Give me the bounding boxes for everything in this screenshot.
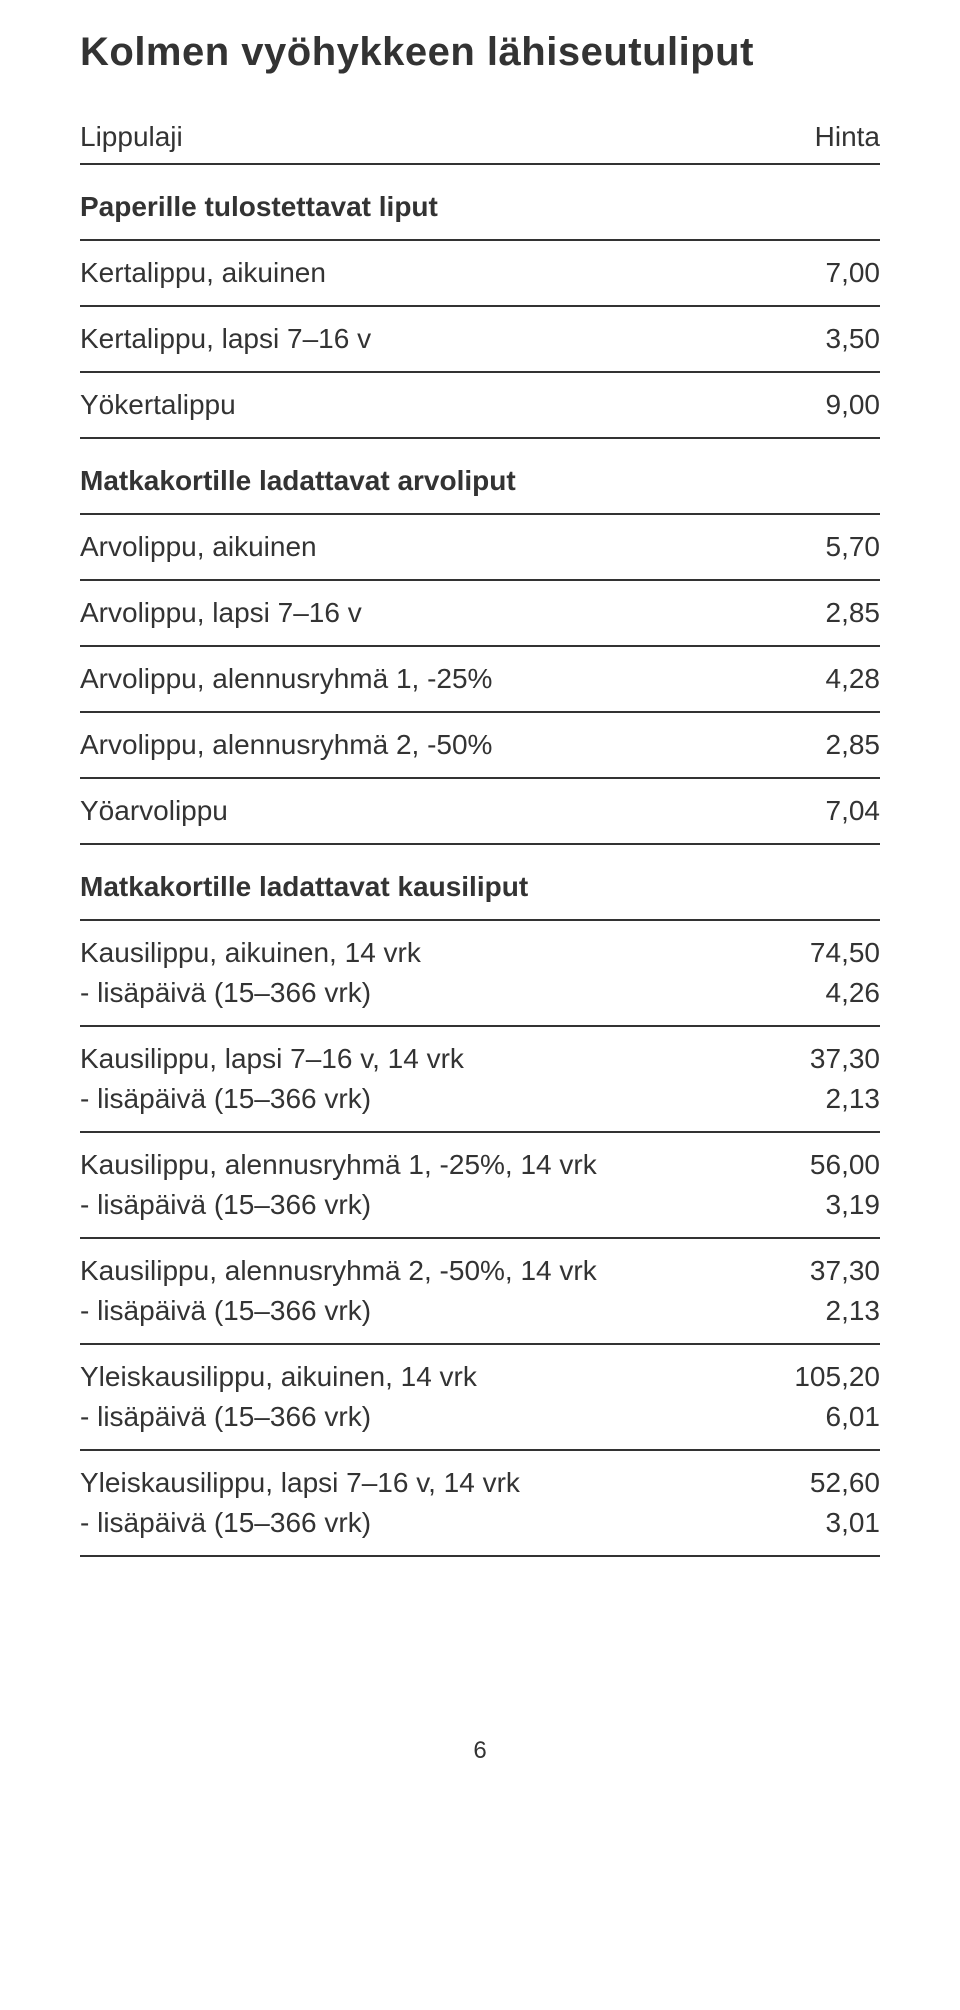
row-label: Yökertalippu xyxy=(80,389,826,421)
row-label: Kausilippu, aikuinen, 14 vrk xyxy=(80,937,810,969)
table-row: Yökertalippu 9,00 xyxy=(80,373,880,439)
subrow-value: 3,01 xyxy=(826,1507,881,1539)
row-value: 37,30 xyxy=(810,1043,880,1075)
table-subrow: - lisäpäivä (15–366 vrk) 2,13 xyxy=(80,1291,880,1345)
row-value: 52,60 xyxy=(810,1467,880,1499)
table-row: Kausilippu, alennusryhmä 2, -50%, 14 vrk… xyxy=(80,1239,880,1291)
column-header-right: Hinta xyxy=(815,121,880,153)
table-row: Kausilippu, alennusryhmä 1, -25%, 14 vrk… xyxy=(80,1133,880,1185)
row-value: 7,00 xyxy=(826,257,881,289)
row-label: Arvolippu, aikuinen xyxy=(80,531,826,563)
row-value: 37,30 xyxy=(810,1255,880,1287)
row-label: Yöarvolippu xyxy=(80,795,826,827)
row-label: Kausilippu, lapsi 7–16 v, 14 vrk xyxy=(80,1043,810,1075)
table-row: Kertalippu, lapsi 7–16 v 3,50 xyxy=(80,307,880,373)
row-value: 4,28 xyxy=(826,663,881,695)
page-number: 6 xyxy=(80,1737,880,1765)
row-label: Arvolippu, alennusryhmä 2, -50% xyxy=(80,729,826,761)
table-subrow: - lisäpäivä (15–366 vrk) 6,01 xyxy=(80,1397,880,1451)
table-row: Kertalippu, aikuinen 7,00 xyxy=(80,241,880,307)
subrow-value: 4,26 xyxy=(826,977,881,1009)
row-value: 3,50 xyxy=(826,323,881,355)
row-label: Arvolippu, alennusryhmä 1, -25% xyxy=(80,663,826,695)
row-label: Kausilippu, alennusryhmä 1, -25%, 14 vrk xyxy=(80,1149,810,1181)
row-value: 56,00 xyxy=(810,1149,880,1181)
table-row: Yleiskausilippu, lapsi 7–16 v, 14 vrk 52… xyxy=(80,1451,880,1503)
row-value: 7,04 xyxy=(826,795,881,827)
table-subrow: - lisäpäivä (15–366 vrk) 4,26 xyxy=(80,973,880,1027)
column-header-left: Lippulaji xyxy=(80,121,815,153)
row-value: 9,00 xyxy=(826,389,881,421)
row-label: Kertalippu, aikuinen xyxy=(80,257,826,289)
table-subrow: - lisäpäivä (15–366 vrk) 3,19 xyxy=(80,1185,880,1239)
row-value: 105,20 xyxy=(794,1361,880,1393)
row-label: Yleiskausilippu, aikuinen, 14 vrk xyxy=(80,1361,794,1393)
page-title: Kolmen vyöhykkeen lähiseutuliput xyxy=(80,30,880,75)
row-label: Arvolippu, lapsi 7–16 v xyxy=(80,597,826,629)
subrow-label: - lisäpäivä (15–366 vrk) xyxy=(80,1083,826,1115)
row-label: Yleiskausilippu, lapsi 7–16 v, 14 vrk xyxy=(80,1467,810,1499)
subrow-value: 6,01 xyxy=(826,1401,881,1433)
table-subrow: - lisäpäivä (15–366 vrk) 2,13 xyxy=(80,1079,880,1133)
table-row: Arvolippu, alennusryhmä 1, -25% 4,28 xyxy=(80,647,880,713)
table-subrow: - lisäpäivä (15–366 vrk) 3,01 xyxy=(80,1503,880,1557)
row-value: 2,85 xyxy=(826,729,881,761)
section-heading: Matkakortille ladattavat arvoliput xyxy=(80,439,880,515)
subrow-label: - lisäpäivä (15–366 vrk) xyxy=(80,977,826,1009)
subrow-value: 2,13 xyxy=(826,1295,881,1327)
row-label: Kertalippu, lapsi 7–16 v xyxy=(80,323,826,355)
subrow-value: 3,19 xyxy=(826,1189,881,1221)
subrow-value: 2,13 xyxy=(826,1083,881,1115)
subrow-label: - lisäpäivä (15–366 vrk) xyxy=(80,1401,826,1433)
section-heading: Matkakortille ladattavat kausiliput xyxy=(80,845,880,921)
table-row: Yleiskausilippu, aikuinen, 14 vrk 105,20 xyxy=(80,1345,880,1397)
table-row: Kausilippu, aikuinen, 14 vrk 74,50 xyxy=(80,921,880,973)
row-value: 5,70 xyxy=(826,531,881,563)
page: Kolmen vyöhykkeen lähiseutuliput Lippula… xyxy=(0,0,960,2010)
table-row: Arvolippu, alennusryhmä 2, -50% 2,85 xyxy=(80,713,880,779)
row-label: Kausilippu, alennusryhmä 2, -50%, 14 vrk xyxy=(80,1255,810,1287)
table-row: Arvolippu, lapsi 7–16 v 2,85 xyxy=(80,581,880,647)
subrow-label: - lisäpäivä (15–366 vrk) xyxy=(80,1189,826,1221)
table-row: Arvolippu, aikuinen 5,70 xyxy=(80,515,880,581)
table-row: Yöarvolippu 7,04 xyxy=(80,779,880,845)
subrow-label: - lisäpäivä (15–366 vrk) xyxy=(80,1295,826,1327)
table-header-row: Lippulaji Hinta xyxy=(80,113,880,165)
section-heading: Paperille tulostettavat liput xyxy=(80,165,880,241)
row-value: 2,85 xyxy=(826,597,881,629)
subrow-label: - lisäpäivä (15–366 vrk) xyxy=(80,1507,826,1539)
table-row: Kausilippu, lapsi 7–16 v, 14 vrk 37,30 xyxy=(80,1027,880,1079)
row-value: 74,50 xyxy=(810,937,880,969)
